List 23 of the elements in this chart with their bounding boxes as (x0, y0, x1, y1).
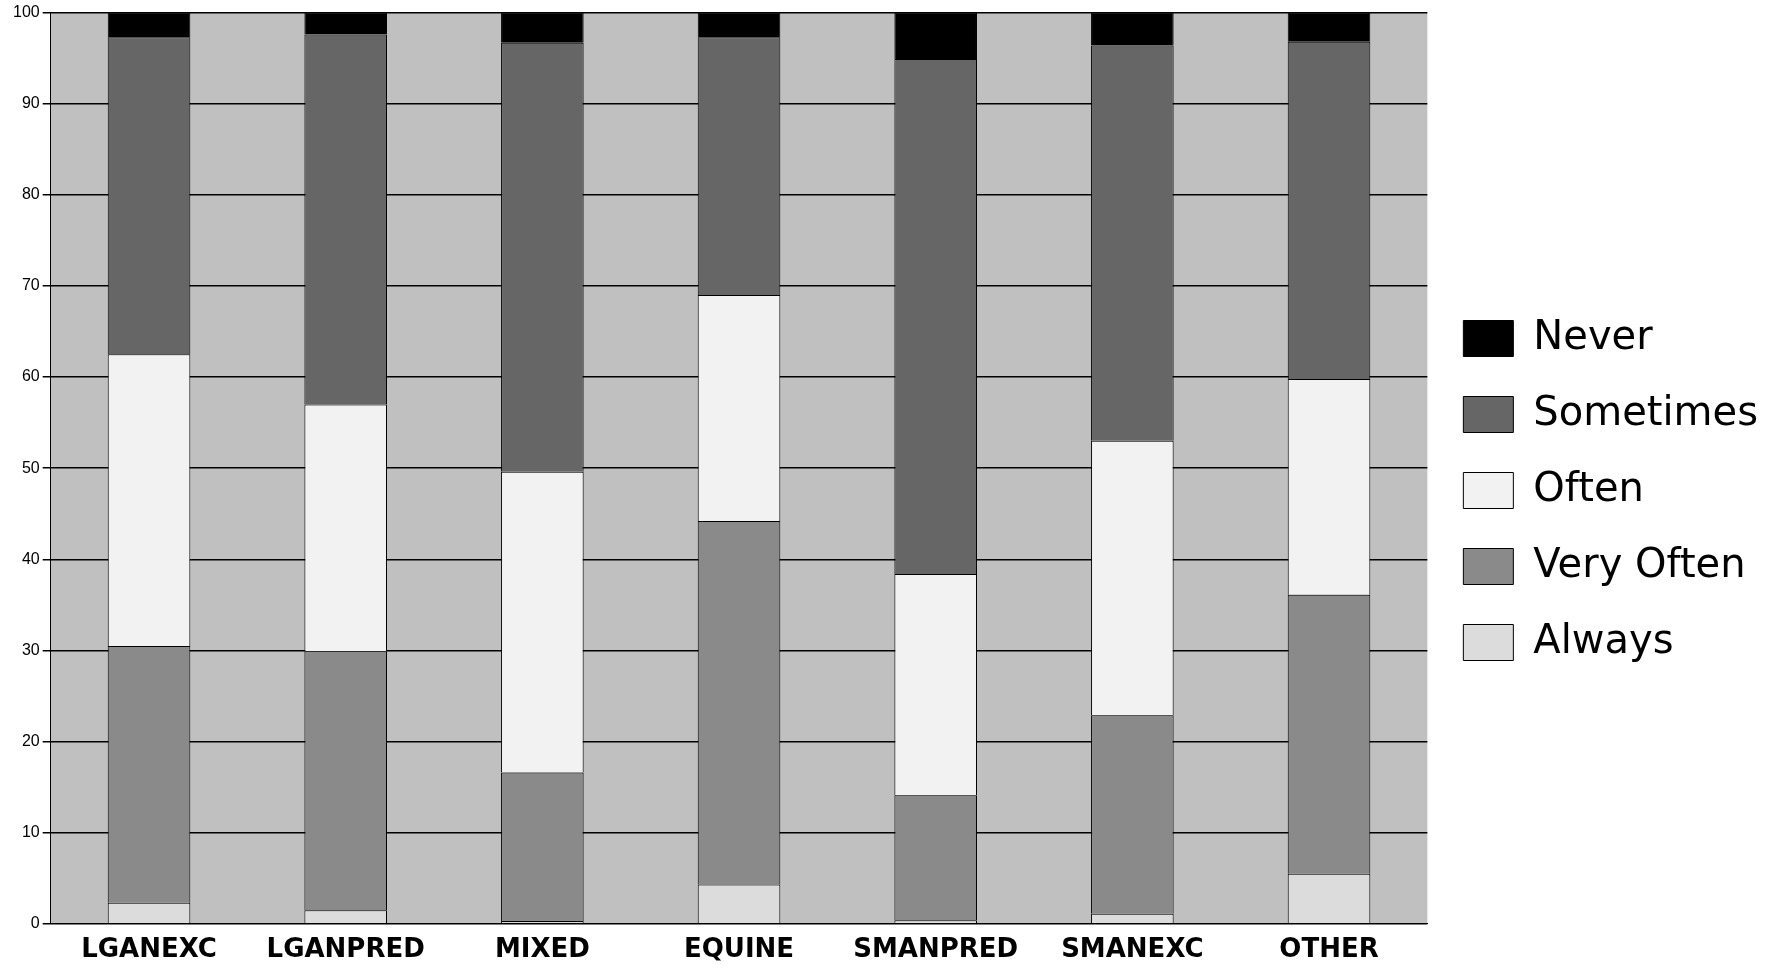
y-tick-label: 90 (21, 94, 40, 112)
y-tick-label: 100 (12, 3, 40, 21)
x-tick-label: OTHER (1279, 933, 1379, 964)
x-tick-label: SMANEXC (1061, 933, 1204, 964)
legend-label: Never (1533, 311, 1654, 358)
y-tick-label: 60 (21, 367, 40, 385)
legend-label: Always (1533, 615, 1674, 662)
y-tick-label: 20 (21, 731, 40, 749)
x-tick-label: EQUINE (683, 933, 795, 964)
x-tick-label: MIXED (494, 933, 590, 964)
x-tick-label: LGANEXC (81, 933, 217, 964)
y-tick-label: 10 (21, 823, 40, 841)
y-tick-label: 50 (21, 458, 40, 476)
legend-label: Often (1533, 463, 1644, 510)
y-tick-label: 70 (21, 276, 40, 294)
y-tick-label: 0 (30, 914, 40, 932)
x-tick-label: SMANPRED (853, 933, 1019, 964)
x-tick-label: LGANPRED (266, 933, 425, 964)
y-tick-label: 80 (21, 185, 40, 203)
y-tick-label: 30 (21, 640, 40, 658)
legend-label: Very Often (1533, 539, 1746, 586)
legend-label: Sometimes (1533, 387, 1759, 434)
y-tick-label: 40 (21, 549, 40, 567)
